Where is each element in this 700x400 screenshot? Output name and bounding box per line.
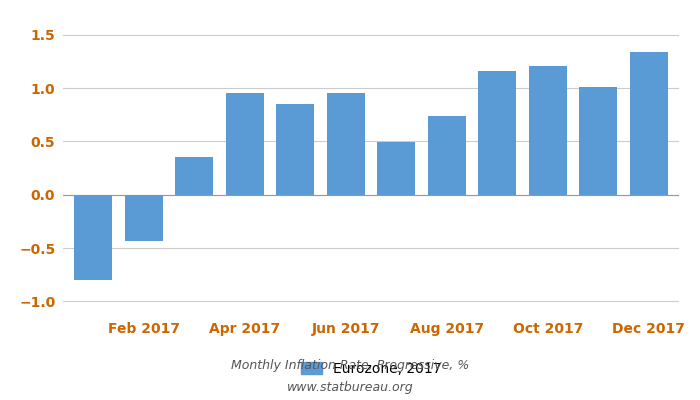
Bar xyxy=(74,195,112,280)
Bar xyxy=(276,104,314,195)
Bar xyxy=(226,93,264,195)
Bar xyxy=(428,116,466,195)
Bar xyxy=(377,142,415,195)
Legend: Eurozone, 2017: Eurozone, 2017 xyxy=(295,356,447,382)
Bar xyxy=(528,66,567,195)
Text: www.statbureau.org: www.statbureau.org xyxy=(287,381,413,394)
Bar xyxy=(175,157,214,195)
Bar xyxy=(580,87,617,195)
Bar xyxy=(630,52,668,195)
Text: Monthly Inflation Rate, Progressive, %: Monthly Inflation Rate, Progressive, % xyxy=(231,360,469,372)
Bar xyxy=(478,71,516,195)
Bar xyxy=(125,195,162,240)
Bar xyxy=(327,93,365,195)
